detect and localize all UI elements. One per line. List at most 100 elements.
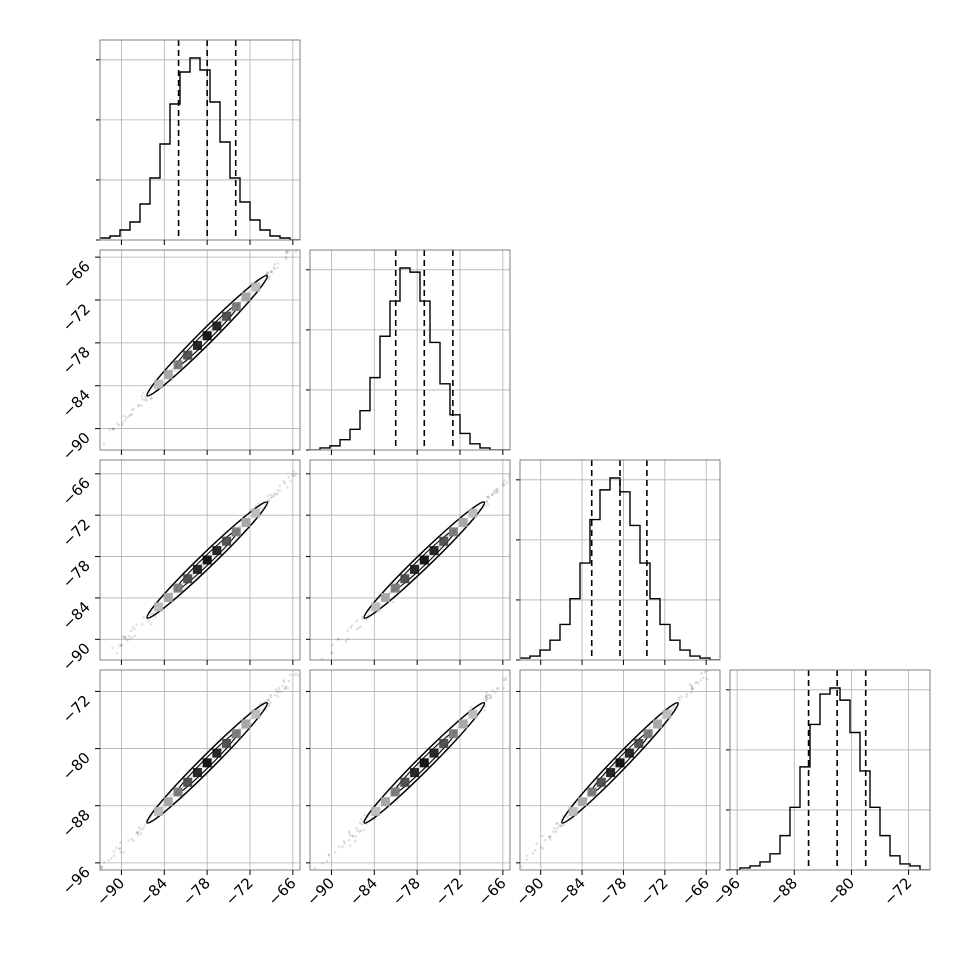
scatter-point <box>303 464 306 467</box>
scatter-point <box>100 867 103 870</box>
scatter-point <box>308 233 311 236</box>
scatter-point <box>269 701 272 705</box>
density-cell <box>222 536 232 546</box>
scatter-point <box>727 650 730 653</box>
xtick-label-2-4: −66 <box>678 874 713 909</box>
ytick-label-1-1: −84 <box>59 386 94 421</box>
scatter-point <box>492 491 496 495</box>
scatter-point <box>504 676 508 680</box>
scatter-point <box>321 221 324 224</box>
scatter-point <box>502 678 506 682</box>
scatter-point <box>485 693 489 697</box>
scatter-point <box>729 644 732 647</box>
panel-1-0: −90 −84 −78 −72 −66 <box>17 214 331 523</box>
scatter-point <box>276 266 280 269</box>
density-cell <box>251 282 261 292</box>
scatter-point <box>278 484 281 488</box>
scatter-point <box>703 670 707 674</box>
scatter-point <box>127 634 131 638</box>
scatter-point <box>347 838 351 842</box>
scatter-point <box>344 639 348 643</box>
scatter-point <box>294 250 298 253</box>
scatter-point <box>489 696 493 700</box>
scatter-point <box>272 266 276 270</box>
ytick-label-1-0: −90 <box>59 429 94 464</box>
panel-1-1 <box>306 249 511 455</box>
ytick-label-1-3: −72 <box>59 300 94 335</box>
scatter-point <box>694 681 697 685</box>
scatter-point <box>348 844 352 848</box>
scatter-point <box>306 463 309 466</box>
scatter-point <box>706 677 709 681</box>
scatter-point <box>556 827 559 830</box>
density-cell <box>439 536 449 546</box>
scatter-point <box>296 665 299 668</box>
scatter-point <box>502 687 506 690</box>
scatter-point <box>485 696 488 699</box>
scatter-point <box>355 627 359 631</box>
scatter-point <box>139 828 142 831</box>
ytick-label-1-2: −78 <box>59 343 94 378</box>
scatter-point <box>120 423 124 427</box>
scatter-point <box>130 408 134 412</box>
scatter-point <box>469 705 473 709</box>
scatter-point <box>491 689 494 692</box>
density-cell <box>163 797 173 807</box>
scatter-point <box>137 826 141 829</box>
panel-3-0: −90 −84 −78 −72 −66−96−88−80−72 <box>59 665 301 909</box>
ytick-label-2-4: −66 <box>59 474 94 509</box>
scatter-point <box>517 870 520 873</box>
scatter-point <box>357 626 361 630</box>
xtick-label-2-0: −90 <box>512 874 547 909</box>
density-cell <box>587 787 597 797</box>
scatter-point <box>95 447 98 450</box>
scatter-point <box>85 678 88 681</box>
scatter-point <box>287 250 290 254</box>
scatter-point <box>685 695 688 698</box>
scatter-point <box>506 481 509 484</box>
scatter-point <box>337 430 340 433</box>
density-cell <box>419 555 429 565</box>
scatter-point <box>276 492 280 495</box>
scatter-point <box>701 676 705 680</box>
scatter-point <box>346 637 349 641</box>
scatter-point <box>330 651 333 654</box>
scatter-point <box>136 830 140 834</box>
scatter-point <box>320 657 324 660</box>
scatter-point <box>734 639 737 642</box>
scatter-point <box>17 520 20 523</box>
scatter-point <box>328 214 331 217</box>
scatter-point <box>94 448 97 451</box>
axes-frame-1-0 <box>99 249 301 451</box>
density-cell <box>154 602 164 612</box>
scatter-point <box>277 687 281 690</box>
scatter-point <box>130 837 134 841</box>
panel-content-3-0 <box>100 665 300 870</box>
scatter-point <box>496 686 500 690</box>
scatter-point <box>276 489 280 492</box>
scatter-point <box>269 921 272 924</box>
density-cell <box>390 583 400 593</box>
scatter-point <box>688 682 691 686</box>
density-cell <box>390 787 400 797</box>
scatter-point <box>144 396 148 399</box>
scatter-point <box>484 704 488 708</box>
scatter-point <box>539 846 543 849</box>
scatter-point <box>493 489 496 493</box>
scatter-point <box>92 669 95 672</box>
scatter-point <box>273 267 277 270</box>
xtick-label-3-0: −96 <box>709 874 744 909</box>
scatter-point <box>119 643 123 647</box>
scatter-point <box>111 646 114 650</box>
scatter-point <box>269 270 273 274</box>
scatter-point <box>341 845 344 849</box>
scatter-point <box>314 874 317 877</box>
scatter-point <box>337 638 340 641</box>
scatter-point <box>269 269 273 273</box>
scatter-point <box>361 617 365 621</box>
histogram-step-0 <box>100 57 300 240</box>
density-cell <box>241 292 251 302</box>
scatter-point <box>115 651 119 655</box>
scatter-point <box>516 469 519 472</box>
scatter-point <box>552 830 555 833</box>
